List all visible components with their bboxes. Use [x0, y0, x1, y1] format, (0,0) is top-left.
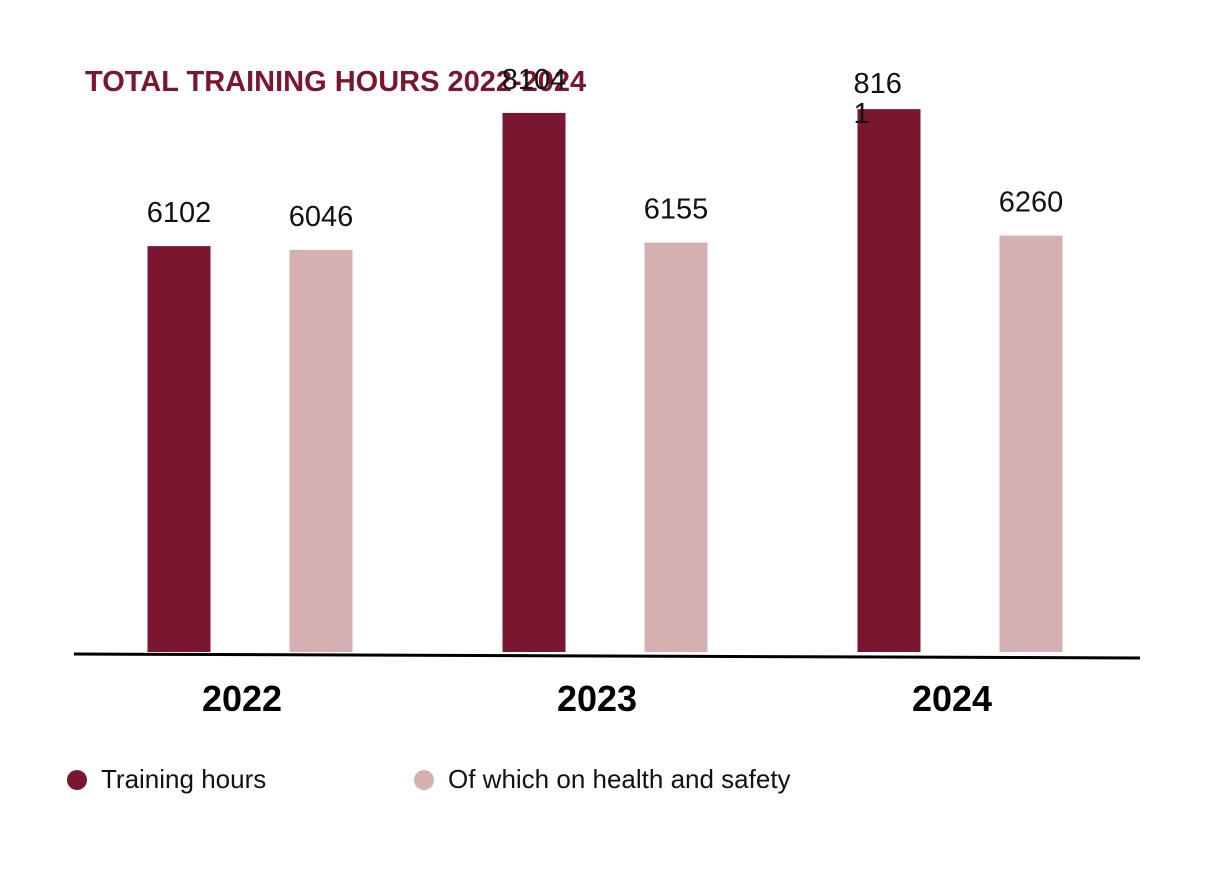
chart-title: TOTAL TRAINING HOURS 2022-2024 [85, 66, 587, 98]
x-tick-label: 2023 [557, 678, 637, 719]
bar-2022-training-hours [147, 246, 211, 653]
data-label: 6102 [147, 197, 212, 229]
data-label: 6260 [999, 187, 1064, 219]
data-label: 8104 [502, 64, 567, 96]
legend-label: Of which on health and safety [448, 764, 791, 794]
legend-item-training-hours: Training hours [67, 764, 266, 795]
bar-2023-health-safety [644, 242, 708, 653]
x-tick-label: 2024 [912, 678, 992, 719]
bar-2024-training-hours [857, 109, 921, 653]
legend-label: Training hours [101, 764, 267, 794]
bar-2022-health-safety [289, 249, 353, 652]
data-label: 6155 [644, 194, 709, 226]
bar-2023-training-hours [502, 112, 566, 653]
legend-swatch-training-hours [67, 769, 87, 790]
data-label: 816 1 [854, 68, 902, 130]
x-tick-label: 2022 [202, 678, 282, 719]
data-label: 6046 [289, 201, 354, 233]
legend-item-health-safety: Of which on health and safety [414, 764, 791, 795]
bar-2024-health-safety [999, 235, 1063, 652]
legend-swatch-health-safety [414, 769, 434, 790]
x-axis-line [73, 652, 1141, 660]
